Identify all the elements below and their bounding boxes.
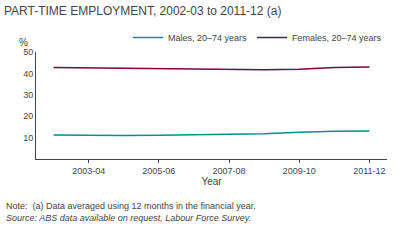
svg-text:Source: ABS data available on: Source: ABS data available on request, L…	[6, 213, 251, 223]
svg-text:20: 20	[23, 111, 33, 121]
svg-text:10: 10	[23, 133, 33, 143]
svg-text:%: %	[19, 37, 28, 48]
svg-text:2009-10: 2009-10	[283, 166, 316, 176]
svg-text:40: 40	[23, 69, 33, 79]
svg-text:30: 30	[23, 90, 33, 100]
svg-text:2003-04: 2003-04	[72, 166, 105, 176]
svg-text:Females, 20–74 years: Females, 20–74 years	[292, 33, 382, 43]
svg-text:2011-12: 2011-12	[353, 166, 385, 176]
svg-text:Note: (a) Data averaged using: Note: (a) Data averaged using 12 months …	[6, 201, 256, 211]
svg-text:2007-08: 2007-08	[213, 166, 246, 176]
svg-text:PART-TIME EMPLOYMENT, 2002-03: PART-TIME EMPLOYMENT, 2002-03 to 2011-12…	[4, 4, 281, 18]
svg-text:50: 50	[23, 47, 33, 57]
svg-text:2005-06: 2005-06	[142, 166, 175, 176]
svg-text:Males, 20–74 years: Males, 20–74 years	[168, 33, 247, 43]
svg-text:Year: Year	[201, 176, 222, 187]
